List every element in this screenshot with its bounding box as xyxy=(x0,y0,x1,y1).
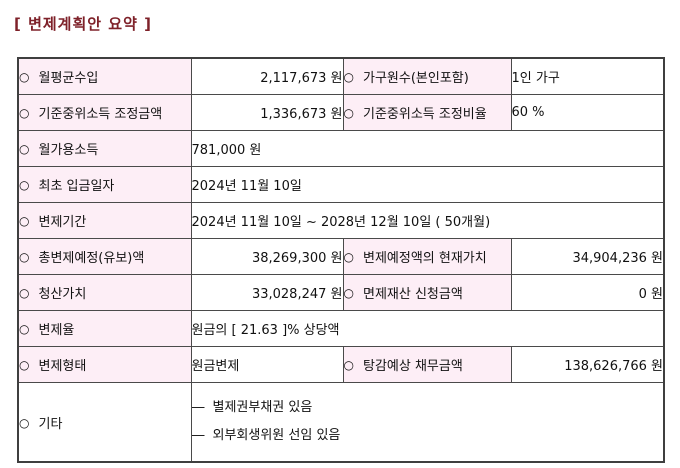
table-row: ○ 월가용소득 781,000 원 xyxy=(17,130,665,167)
etc-item: ― 별제권부채권 있음 xyxy=(191,394,663,422)
label-repayment-type: ○ 변제형태 xyxy=(17,346,192,383)
label-median-income-adjusted-amount: ○ 기준중위소득 조정금액 xyxy=(17,94,192,131)
label-repayment-rate: ○ 변제율 xyxy=(17,310,192,347)
circle-bullet-icon: ○ xyxy=(19,106,30,120)
table-row: ○ 최초 입금일자 2024년 11월 10일 xyxy=(17,166,665,203)
label-liquidation-value: ○ 청산가치 xyxy=(17,274,192,311)
table-row: ○ 총변제예정(유보)액 38,269,300 원 ○ 변제예정액의 현재가치 34… xyxy=(17,238,665,275)
label-text: 탕감예상 채무금액 xyxy=(362,359,463,374)
label-text: 변제율 xyxy=(38,323,75,338)
dash-icon: ― xyxy=(191,428,205,443)
circle-bullet-icon: ○ xyxy=(343,106,354,120)
etc-item: ― 외부회생위원 선임 있음 xyxy=(191,422,663,450)
value-household-size: 1인 가구 xyxy=(510,57,665,95)
label-text: 면제재산 신청금액 xyxy=(362,287,463,302)
circle-bullet-icon: ○ xyxy=(19,415,30,430)
circle-bullet-icon: ○ xyxy=(19,250,30,264)
circle-bullet-icon: ○ xyxy=(19,178,30,192)
label-text: 변제기간 xyxy=(38,215,87,230)
label-text: 기준중위소득 조정금액 xyxy=(38,107,163,122)
value-etc: ― 별제권부채권 있음 ― 외부회생위원 선임 있음 xyxy=(190,382,665,463)
table-row: ○ 기타 ― 별제권부채권 있음 ― 외부회생위원 선임 있음 xyxy=(17,382,665,463)
circle-bullet-icon: ○ xyxy=(343,70,354,84)
label-text: 변제형태 xyxy=(38,359,87,374)
label-text: 청산가치 xyxy=(38,287,87,302)
label-monthly-disposable-income: ○ 월가용소득 xyxy=(17,130,192,167)
label-total-expected-repayment: ○ 총변제예정(유보)액 xyxy=(17,238,192,275)
circle-bullet-icon: ○ xyxy=(19,70,30,84)
table-row: ○ 기준중위소득 조정금액 1,336,673 원 ○ 기준중위소득 조정비율 60… xyxy=(17,94,665,131)
page-title: [ 변제계획안 요약 ] xyxy=(14,15,152,33)
label-text: 가구원수(본인포함) xyxy=(362,71,469,86)
circle-bullet-icon: ○ xyxy=(19,214,30,228)
label-exempt-property-request: ○ 면제재산 신청금액 xyxy=(342,274,512,311)
label-text: 기준중위소득 조정비율 xyxy=(362,107,487,122)
label-median-income-adjust-ratio: ○ 기준중위소득 조정비율 xyxy=(342,94,512,131)
value-present-value-of-repayment: 34,904,236 원 xyxy=(510,238,665,275)
repayment-plan-summary-table: ○ 월평균수입 2,117,673 원 ○ 가구원수(본인포함) 1인 가구 ○ 기준… xyxy=(17,57,665,463)
circle-bullet-icon: ○ xyxy=(19,286,30,300)
value-median-income-adjust-ratio: 60 % xyxy=(510,94,665,131)
label-etc: ○ 기타 xyxy=(17,382,192,463)
value-monthly-disposable-income: 781,000 원 xyxy=(190,130,665,167)
label-first-deposit-date: ○ 최초 입금일자 xyxy=(17,166,192,203)
circle-bullet-icon: ○ xyxy=(343,358,354,372)
label-monthly-average-income: ○ 월평균수입 xyxy=(17,57,192,95)
circle-bullet-icon: ○ xyxy=(19,322,30,336)
dash-icon: ― xyxy=(191,400,205,415)
circle-bullet-icon: ○ xyxy=(19,358,30,372)
circle-bullet-icon: ○ xyxy=(343,286,354,300)
value-expected-forgiven-debt: 138,626,766 원 xyxy=(510,346,665,383)
table-row: ○ 월평균수입 2,117,673 원 ○ 가구원수(본인포함) 1인 가구 xyxy=(17,57,665,95)
table-row: ○ 청산가치 33,028,247 원 ○ 면제재산 신청금액 0 원 xyxy=(17,274,665,311)
circle-bullet-icon: ○ xyxy=(343,250,354,264)
label-text: 변제예정액의 현재가치 xyxy=(362,251,487,266)
label-repayment-period: ○ 변제기간 xyxy=(17,202,192,239)
table-row: ○ 변제형태 원금변제 ○ 탕감예상 채무금액 138,626,766 원 xyxy=(17,346,665,383)
etc-item-text: 별제권부채권 있음 xyxy=(212,400,313,415)
value-monthly-average-income: 2,117,673 원 xyxy=(190,57,344,95)
value-median-income-adjusted-amount: 1,336,673 원 xyxy=(190,94,344,131)
label-present-value-of-repayment: ○ 변제예정액의 현재가치 xyxy=(342,238,512,275)
label-text: 총변제예정(유보)액 xyxy=(38,251,145,266)
label-text: 월평균수입 xyxy=(38,71,99,86)
label-text: 월가용소득 xyxy=(38,143,99,158)
label-household-size: ○ 가구원수(본인포함) xyxy=(342,57,512,95)
label-text: 기타 xyxy=(38,416,63,432)
value-exempt-property-request: 0 원 xyxy=(510,274,665,311)
etc-item-text: 외부회생위원 선임 있음 xyxy=(212,428,341,443)
value-repayment-rate: 원금의 [ 21.63 ]% 상당액 xyxy=(190,310,665,347)
table-row: ○ 변제기간 2024년 11월 10일 ~ 2028년 12월 10일 ( 50… xyxy=(17,202,665,239)
value-liquidation-value: 33,028,247 원 xyxy=(190,274,344,311)
value-first-deposit-date: 2024년 11월 10일 xyxy=(190,166,665,203)
value-repayment-type: 원금변제 xyxy=(190,346,344,383)
label-text: 최초 입금일자 xyxy=(38,179,115,194)
value-total-expected-repayment: 38,269,300 원 xyxy=(190,238,344,275)
table-row: ○ 변제율 원금의 [ 21.63 ]% 상당액 xyxy=(17,310,665,347)
label-expected-forgiven-debt: ○ 탕감예상 채무금액 xyxy=(342,346,512,383)
value-repayment-period: 2024년 11월 10일 ~ 2028년 12월 10일 ( 50개월) xyxy=(190,202,665,239)
circle-bullet-icon: ○ xyxy=(19,142,30,156)
